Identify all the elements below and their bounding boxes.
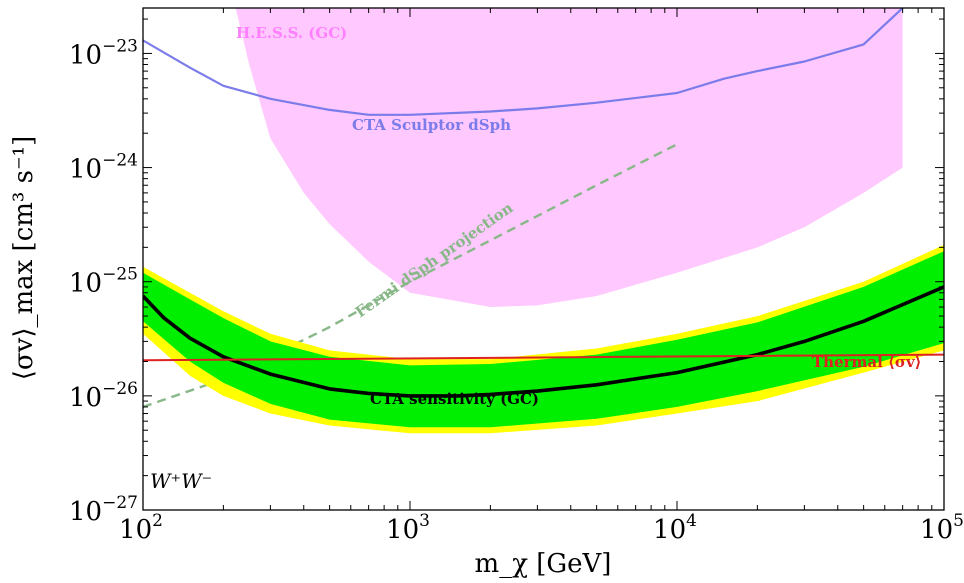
label-layer: 102 103 104 105 10−27 10−26 10−25 10−24 10−23 [69,36,964,545]
y-tick-label: 10−27 [69,493,138,527]
cta-gc-line [143,285,944,398]
y-tick-label: 10−23 [69,36,138,70]
plot-frame [142,7,945,511]
hess-band [235,8,903,307]
y-tick-label: 10−25 [69,265,138,299]
thermal-label: Thermal ⟨σv⟩ [812,353,922,371]
x-tick-label: 102 [119,511,163,545]
y-tick-label: 10−24 [69,151,138,185]
channel-label: W⁺W⁻ [150,469,212,493]
series-layer [143,8,944,434]
hess-label: H.E.S.S. (GC) [236,24,347,42]
x-axis-title: m_χ [GeV] [475,549,612,579]
thermal-line [143,353,944,362]
y-axis-title: ⟨σv⟩_max [cm³ s⁻¹] [9,136,39,381]
cta-gc-label: CTA sensitivity (GC) [370,390,539,408]
y-tick-label: 10−26 [69,379,138,413]
x-tick-label: 104 [653,511,697,545]
x-tick-label: 105 [920,511,964,545]
cta-dsph-label: CTA Sculptor dSph [352,116,511,134]
cta-gc-1sigma-band [143,251,944,428]
x-tick-label: 103 [386,511,430,545]
tick-layer [142,8,945,511]
cta-dsph-line [143,8,904,116]
